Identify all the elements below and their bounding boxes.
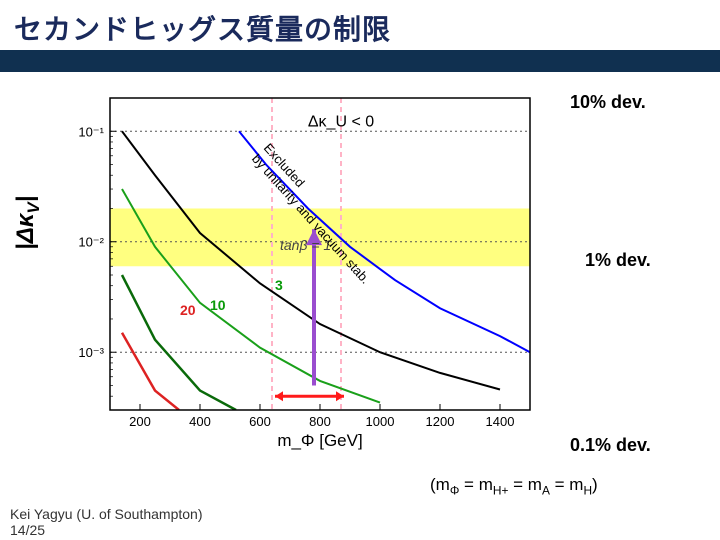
label-1pct: 1% dev. <box>585 250 651 271</box>
x-axis-label: m_Φ [GeV] <box>277 431 362 450</box>
xtick-label: 1400 <box>486 414 515 429</box>
xtick-label: 400 <box>189 414 211 429</box>
tanbeta-label: 3 <box>275 277 283 293</box>
series-tanb=10 <box>122 275 236 410</box>
series-tanb=20 <box>122 333 179 410</box>
label-10pct: 10% dev. <box>570 92 646 113</box>
tanbeta-label: 20 <box>180 302 196 318</box>
xtick-label: 800 <box>309 414 331 429</box>
footer: Kei Yagyu (U. of Southampton) 14/25 <box>10 506 202 538</box>
ytick-label: 10⁻² <box>78 235 104 250</box>
label-01pct: 0.1% dev. <box>570 435 651 456</box>
xtick-label: 1000 <box>366 414 395 429</box>
xtick-label: 600 <box>249 414 271 429</box>
ytick-label: 10⁻¹ <box>78 124 104 139</box>
xtick-label: 200 <box>129 414 151 429</box>
chart-svg: 10⁻¹ 10⁻² 10⁻³ 200 400 600 800 1000 1200 1400 m_Φ … <box>60 90 538 450</box>
xtick-label: 1200 <box>426 414 455 429</box>
title-bar: セカンドヒッグス質量の制限 <box>0 0 720 50</box>
y-axis-label: |ΔκV| <box>12 196 44 250</box>
ytick-label: 10⁻³ <box>78 345 104 360</box>
speaker: Kei Yagyu (U. of Southampton) <box>10 506 202 522</box>
tanbeta-label: 10 <box>210 297 226 313</box>
kappa-sign: Δκ_U < 0 <box>308 114 374 131</box>
slide-title: セカンドヒッグス質量の制限 <box>14 8 706 48</box>
mass-equality: (mΦ = mH+ = mA = mH) <box>430 475 598 497</box>
pager: 14/25 <box>10 522 45 538</box>
chart: 10⁻¹ 10⁻² 10⁻³ 200 400 600 800 1000 1200 1400 m_Φ … <box>60 90 538 450</box>
title-band <box>0 50 720 72</box>
